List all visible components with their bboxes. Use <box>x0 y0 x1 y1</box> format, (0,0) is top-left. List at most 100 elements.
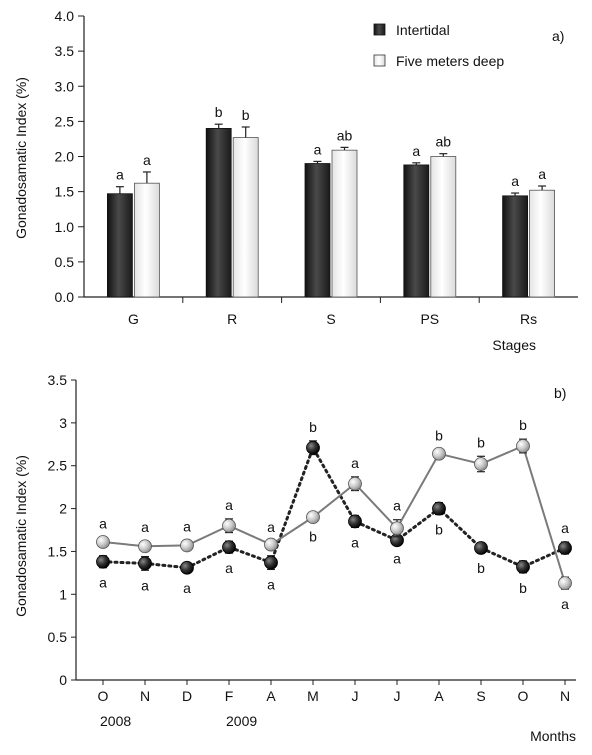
bar-five-meters-deep <box>331 149 358 298</box>
chart-b-y-tick-label: 0 <box>59 672 67 688</box>
significance-label: b <box>242 107 250 123</box>
chart-a-legend: Intertidal Five meters deep <box>373 22 504 69</box>
chart-a-y-tick-label: 2.5 <box>55 113 75 129</box>
chart-b-lines: a a a a a b a a b b b a a a a a a b a a b b b a <box>96 417 572 612</box>
chart-a-panel-label: a) <box>552 28 564 44</box>
significance-label: a <box>393 551 401 567</box>
chart-b-x-tick-label: S <box>476 688 485 704</box>
bar-intertidal <box>205 127 232 298</box>
significance-label: ab <box>436 134 452 150</box>
data-point-five-meters-deep <box>180 538 194 553</box>
significance-label: b <box>477 434 485 450</box>
data-point-five-meters-deep <box>264 537 278 552</box>
chart-a-x-tick-label: G <box>128 311 139 327</box>
chart-b-axes <box>71 379 576 685</box>
bar-intertidal <box>107 193 133 298</box>
chart-b-x-tick-label: O <box>98 688 109 704</box>
data-point-intertidal <box>138 556 152 571</box>
chart-b-y-tick-label: 2.5 <box>48 458 68 474</box>
significance-label: a <box>183 580 191 596</box>
data-point-five-meters-deep <box>474 457 488 471</box>
chart-a-y-axis-label: Gonadosamatic Index (%) <box>13 77 29 239</box>
bar-intertidal <box>403 164 430 298</box>
chart-b: a a a a a b a a b b b a a a a a a b a a b b b a 0 0.5 1 1.5 2 2.5 3 3.… <box>13 372 576 744</box>
chart-b-year-label: 2009 <box>226 713 257 729</box>
significance-label: b <box>309 419 317 435</box>
significance-label: a <box>225 560 233 576</box>
chart-b-x-tick-label: N <box>140 688 150 704</box>
legend-swatch-intertidal <box>373 23 386 36</box>
significance-label: b <box>435 427 443 443</box>
significance-label: b <box>519 580 527 596</box>
data-point-intertidal <box>96 554 110 569</box>
chart-b-ticks: 0 0.5 1 1.5 2 2.5 3 3.5 O N D F A M J J A S O N 2008 2009 <box>48 372 571 729</box>
data-point-intertidal <box>264 555 278 570</box>
chart-a-x-tick-label: PS <box>420 311 439 327</box>
significance-label: a <box>538 166 546 182</box>
significance-label: a <box>225 497 233 513</box>
significance-label: a <box>393 498 401 514</box>
significance-label: b <box>435 522 443 538</box>
data-point-intertidal <box>558 541 572 555</box>
significance-label: ab <box>337 127 353 143</box>
data-point-intertidal <box>516 559 530 574</box>
significance-label: a <box>267 519 275 535</box>
significance-label: a <box>99 516 107 532</box>
significance-label: a <box>141 577 149 593</box>
significance-label: b <box>519 417 527 433</box>
chart-a-y-tick-label: 3.0 <box>55 78 75 94</box>
significance-label: b <box>215 104 223 120</box>
data-point-five-meters-deep <box>558 576 572 591</box>
significance-label: b <box>477 560 485 576</box>
chart-b-x-axis-label: Months <box>530 728 576 744</box>
chart-a-x-axis-label: Stages <box>492 337 536 353</box>
chart-a-y-tick-label: 0.0 <box>55 289 75 305</box>
chart-a-x-tick-label: R <box>227 311 237 327</box>
data-point-five-meters-deep <box>390 521 404 536</box>
series-line-five-meters-deep <box>102 444 566 584</box>
chart-b-x-tick-label: A <box>434 688 444 704</box>
chart-b-y-tick-label: 2 <box>59 501 67 517</box>
chart-a-y-tick-label: 3.5 <box>55 43 75 59</box>
bar-intertidal <box>502 195 529 298</box>
data-point-five-meters-deep <box>348 476 362 491</box>
data-point-intertidal <box>180 560 194 575</box>
chart-a-x-tick-label: Rs <box>520 311 537 327</box>
chart-b-year-label: 2008 <box>100 713 131 729</box>
chart-b-y-tick-label: 1 <box>59 586 67 602</box>
significance-label: a <box>412 143 420 159</box>
significance-label: a <box>99 575 107 591</box>
significance-label: a <box>511 173 519 189</box>
chart-a-y-tick-label: 0.5 <box>55 254 75 270</box>
significance-label: b <box>309 528 317 544</box>
chart-a-x-tick-label: S <box>326 311 335 327</box>
chart-a-axes <box>78 15 578 303</box>
chart-b-x-tick-label: D <box>182 688 192 704</box>
legend-label-intertidal: Intertidal <box>396 22 450 38</box>
data-point-intertidal <box>474 541 488 555</box>
significance-label: a <box>116 167 124 183</box>
chart-a-y-tick-label: 4.0 <box>55 8 75 24</box>
chart-b-panel-label: b) <box>554 385 566 401</box>
chart-b-y-tick-label: 3.5 <box>48 372 68 388</box>
chart-b-y-axis-label: Gonadosamatic Index (%) <box>13 455 29 617</box>
significance-label: a <box>561 596 569 612</box>
significance-label: a <box>351 455 359 471</box>
chart-b-x-tick-label: J <box>352 688 359 704</box>
bar-five-meters-deep <box>529 189 555 298</box>
bar-five-meters-deep <box>430 156 457 298</box>
chart-b-x-tick-label: N <box>560 688 570 704</box>
data-point-intertidal <box>222 540 236 555</box>
chart-b-x-tick-label: M <box>307 688 319 704</box>
data-point-intertidal <box>306 440 320 455</box>
series-line-intertidal <box>101 444 567 570</box>
chart-b-x-tick-label: F <box>225 688 234 704</box>
significance-label: a <box>267 576 275 592</box>
data-point-five-meters-deep <box>432 446 446 461</box>
chart-b-y-tick-label: 1.5 <box>48 543 68 559</box>
significance-label: a <box>351 534 359 550</box>
significance-label: a <box>183 518 191 534</box>
